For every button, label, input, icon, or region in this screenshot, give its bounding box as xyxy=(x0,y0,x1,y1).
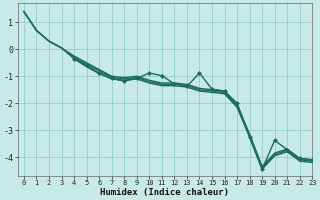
X-axis label: Humidex (Indice chaleur): Humidex (Indice chaleur) xyxy=(100,188,229,197)
